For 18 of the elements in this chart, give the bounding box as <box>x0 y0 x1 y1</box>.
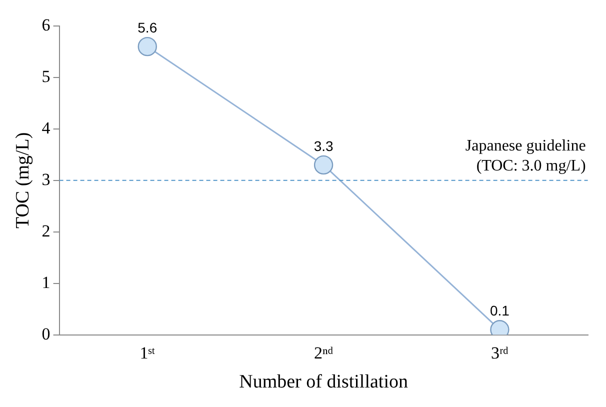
x-axis-title: Number of distillation <box>239 372 408 393</box>
data-label: 0.1 <box>490 302 510 319</box>
y-tick-label: 5 <box>42 66 50 86</box>
y-axis-title: TOC (mg/L) <box>12 132 34 229</box>
x-tick-label: 2ⁿᵈ <box>314 343 334 362</box>
data-label: 5.6 <box>138 19 158 36</box>
point <box>314 155 334 175</box>
y-tick-label: 4 <box>42 118 51 138</box>
ref-line-label: Japanese guideline (TOC: 3.0 mg/L) <box>465 138 586 175</box>
x-tick-label: 3ʳᵈ <box>490 343 508 362</box>
y-tick-label: 0 <box>42 324 50 344</box>
y-tick-label: 1 <box>42 272 50 292</box>
data-label: 3.3 <box>314 138 334 154</box>
y-tick-label: 3 <box>42 170 50 189</box>
y-tick-label: 2 <box>42 221 50 240</box>
point <box>138 36 157 56</box>
x-tick-label: 1ˢᵗ <box>140 343 156 362</box>
y-tick-label: 6 <box>42 15 50 34</box>
